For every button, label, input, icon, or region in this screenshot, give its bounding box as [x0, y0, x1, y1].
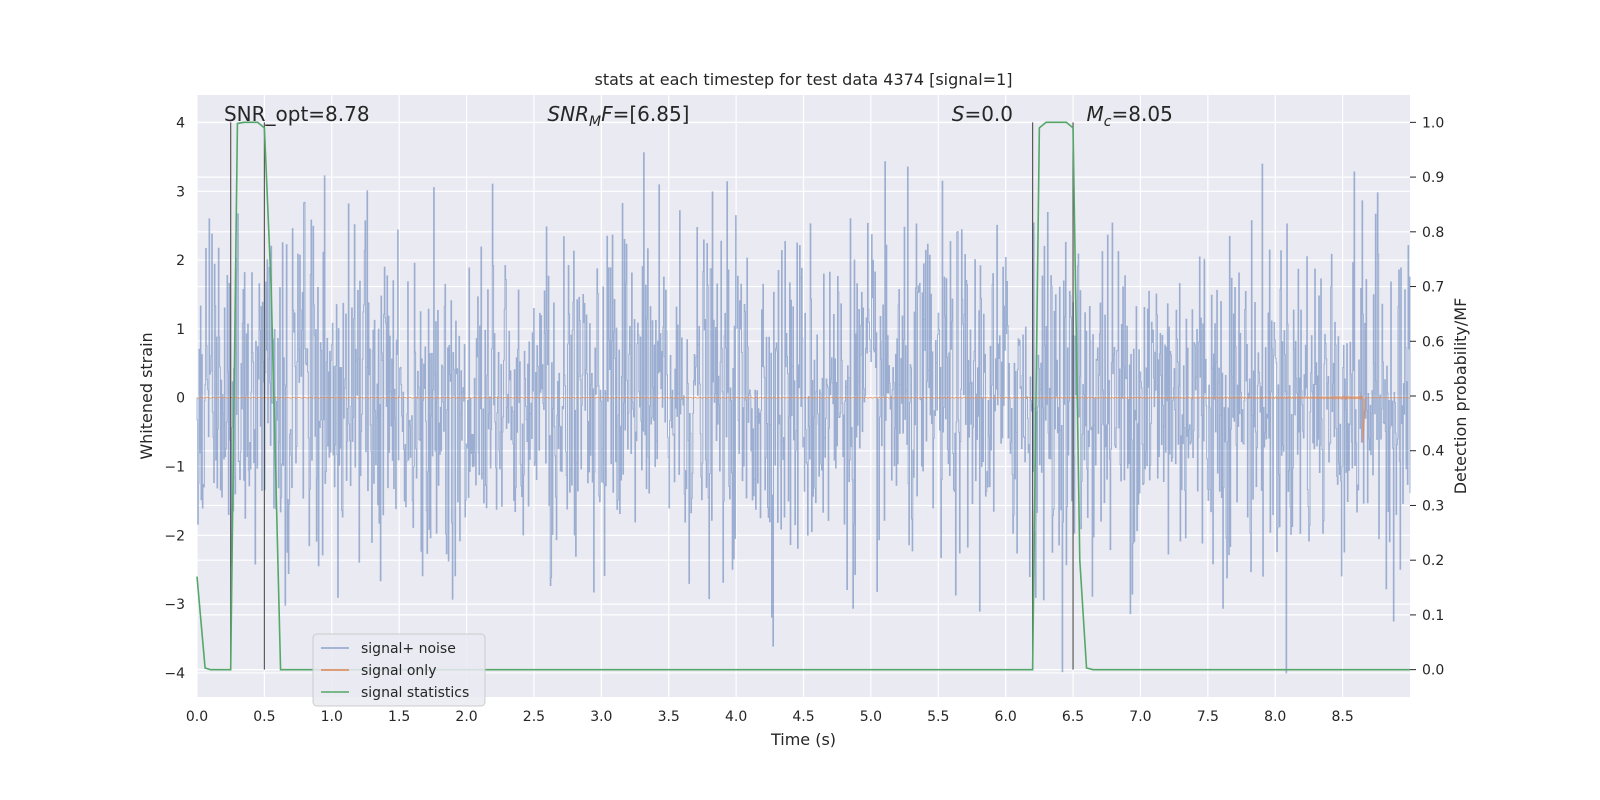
y-right-axis-ticks: 0.0 0.1 0.2 0.3 0.4 0.5 0.6 0.7 0.8 0.9 1.0 [1410, 115, 1444, 679]
x-tick-label: 8.5 [1331, 709, 1353, 725]
y-tick-label: 0 [176, 391, 185, 407]
y-right-tick-label: 0.1 [1422, 608, 1444, 624]
x-tick-label: 0.5 [253, 709, 275, 725]
x-tick-label: 5.5 [927, 709, 949, 725]
legend-box [312, 633, 486, 707]
x-tick-label: 0.0 [186, 709, 208, 725]
y-tick-label: 4 [176, 116, 185, 132]
x-tick-label: 6.0 [995, 709, 1017, 725]
x-tick-label: 8.0 [1264, 709, 1286, 725]
legend-label: signal only [361, 663, 436, 679]
y-right-tick-label: 0.7 [1422, 280, 1444, 296]
x-tick-label: 3.0 [590, 709, 612, 725]
series-line-signal-statistics [196, 121, 1410, 671]
y-right-tick-label: 0.9 [1422, 170, 1444, 186]
legend-label: signal+ noise [361, 641, 456, 657]
x-tick-label: 6.5 [1062, 709, 1084, 725]
y-tick-label: −1 [164, 460, 185, 476]
annotations: SNR_opt=8.78 SNRMF=[6.85] S=0.0 Mc=8.05 [224, 102, 1173, 130]
y-axis-ticks: −4 −3 −2 −1 0 1 2 3 4 [164, 116, 185, 682]
y-tick-label: −2 [164, 528, 185, 544]
series-signal-only [196, 394, 1410, 443]
series-signal-noise [196, 152, 1411, 674]
series-signal-statistics [196, 121, 1410, 671]
vertical-markers [230, 122, 1074, 670]
y-tick-label: 3 [176, 184, 185, 200]
x-tick-label: 1.5 [388, 709, 410, 725]
annotation-s_val: S=0.0 [952, 102, 1013, 126]
x-tick-label: 2.5 [523, 709, 545, 725]
x-axis-label: Time (s) [770, 730, 836, 749]
y-right-tick-label: 1.0 [1422, 115, 1444, 131]
y-right-axis-label: Detection probability/MF [1451, 298, 1470, 495]
y-right-tick-label: 0.0 [1422, 663, 1444, 679]
x-tick-label: 1.0 [321, 709, 343, 725]
x-axis-ticks: 0.0 0.5 1.0 1.5 2.0 2.5 3.0 3.5 4.0 4.5 5.0 5.5 6.0 6… [186, 709, 1354, 725]
annotation-mc_val: Mc=8.05 [1087, 102, 1173, 130]
chart-title: stats at each timestep for test data 437… [594, 70, 1012, 89]
y-right-tick-label: 0.6 [1422, 334, 1444, 350]
y-tick-label: −4 [164, 666, 185, 682]
x-tick-label: 4.0 [725, 709, 747, 725]
y-tick-label: −3 [164, 597, 185, 613]
x-tick-label: 5.0 [860, 709, 882, 725]
x-tick-label: 2.0 [455, 709, 477, 725]
legend: signal+ noise signal only signal statistic… [312, 633, 486, 707]
annotation-snr_opt: SNR_opt=8.78 [224, 102, 370, 126]
y-right-tick-label: 0.4 [1422, 444, 1444, 460]
annotation-snr_mf: SNRMF=[6.85] [547, 102, 689, 130]
legend-label: signal statistics [361, 685, 469, 701]
x-tick-label: 7.0 [1129, 709, 1151, 725]
y-right-tick-label: 0.3 [1422, 498, 1444, 514]
x-tick-label: 4.5 [792, 709, 814, 725]
series-line-signal-noise [196, 152, 1411, 674]
x-tick-label: 3.5 [658, 709, 680, 725]
series-line-signal-only [196, 394, 1410, 443]
y-right-tick-label: 0.5 [1422, 389, 1444, 405]
y-right-tick-label: 0.8 [1422, 225, 1444, 241]
y-right-tick-label: 0.2 [1422, 553, 1444, 569]
y-axis-label: Whitened strain [137, 332, 156, 459]
x-tick-label: 7.5 [1197, 709, 1219, 725]
y-tick-label: 1 [176, 322, 185, 338]
y-tick-label: 2 [176, 253, 185, 269]
